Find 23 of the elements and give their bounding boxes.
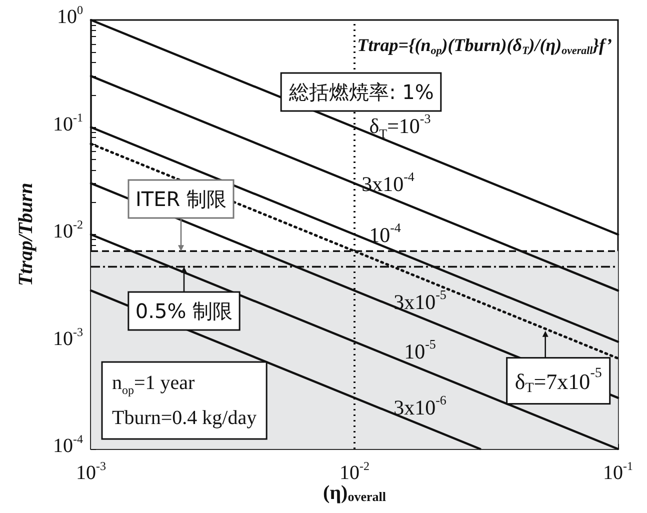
series-label: 10$^{-4}$ xyxy=(369,220,402,247)
x-axis-title: (η)overall xyxy=(323,482,386,504)
annotation: Tburn=0.4 kg/day xyxy=(112,407,257,429)
y-tick-label: 10$^{-2}$ xyxy=(53,218,83,242)
annotation: n$_{op}$=1 year xyxy=(112,372,196,397)
series-label: 3x10$^{-4}$ xyxy=(362,168,415,196)
series-label: 3x10$^{-6}$ xyxy=(394,392,447,420)
annotation: δ$_{T}$=7x10$^{-5}$ xyxy=(514,366,602,396)
annotation: Ttrap={(n$_{op}$)(Tburn)(δ$_{T}$)/(η)$_{overall}$}f’ xyxy=(357,35,612,57)
y-tick-label: 10$^{0}$ xyxy=(57,3,83,28)
x-tick-label: 10$^{-2}$ xyxy=(340,459,370,484)
x-tick-label: 10$^{-3}$ xyxy=(76,459,106,484)
legend-label: 0.5% 制限 xyxy=(135,299,233,323)
series-label: 3x10$^{-5}$ xyxy=(394,287,446,314)
y-axis-title: Ttrap/Tburn xyxy=(15,182,37,286)
x-tick-label: 10$^{-1}$ xyxy=(603,459,633,484)
series-label: 10$^{-5}$ xyxy=(404,336,436,364)
series-label: δ$_{T}$=10$^{-3}$ xyxy=(369,110,431,141)
y-tick-label: 10$^{-4}$ xyxy=(53,432,83,457)
y-tick-label: 10$^{-3}$ xyxy=(53,324,83,350)
y-tick-label: 10$^{-1}$ xyxy=(53,110,83,136)
ref-line-label: 総括燃焼率: 1% xyxy=(288,80,434,104)
ref-line-label: ITER 制限 xyxy=(135,187,227,211)
